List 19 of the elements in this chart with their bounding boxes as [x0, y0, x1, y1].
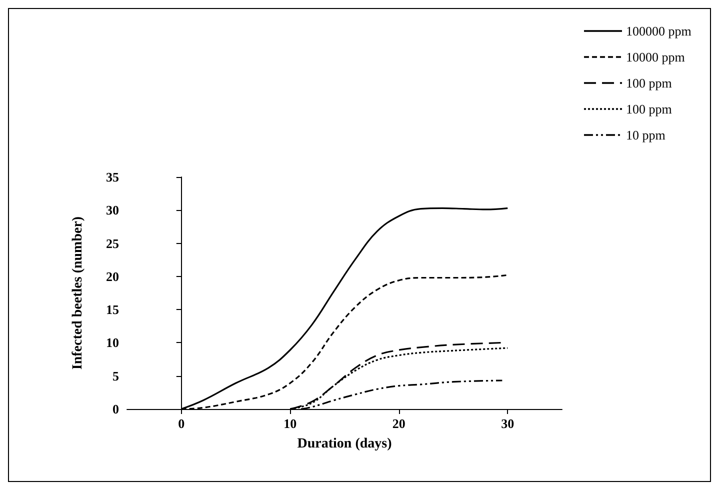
y-tick-label: 10 [106, 335, 119, 350]
y-tick-label: 35 [106, 170, 120, 184]
legend-label: 100 ppm [626, 102, 672, 116]
legend-label: 10 ppm [626, 128, 666, 142]
x-tick-label: 10 [284, 416, 297, 431]
x-tick-label: 30 [501, 416, 514, 431]
x-axis-title: Duration (days) [297, 436, 392, 452]
legend-label: 100000 ppm [626, 24, 692, 38]
y-tick-label: 5 [112, 368, 120, 384]
y-tick-label: 0 [112, 402, 119, 416]
y-tick-label: 20 [106, 268, 119, 284]
y-axis-title: Infected beetles (number) [70, 216, 86, 370]
legend-label: 10000 ppm [626, 50, 685, 64]
y-tick-label: 30 [106, 202, 119, 218]
legend-label: 100 ppm [626, 76, 672, 90]
y-tick-label: 25 [106, 236, 120, 251]
x-tick-label: 0 [178, 416, 185, 431]
x-tick-label: 20 [392, 416, 406, 431]
y-tick-label: 15 [106, 302, 120, 318]
